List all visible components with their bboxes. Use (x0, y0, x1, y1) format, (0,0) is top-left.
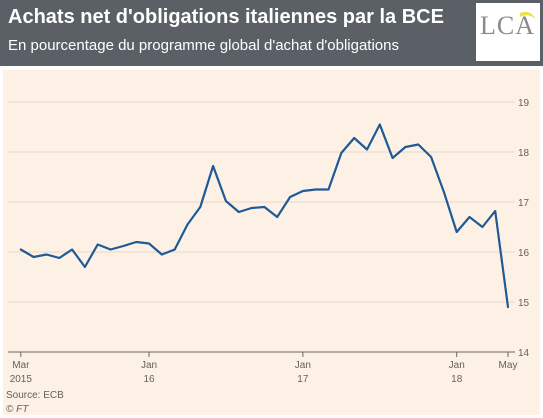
x-tick-sublabel: 2015 (10, 374, 33, 385)
x-tick-label: Jan (141, 360, 157, 371)
y-tick-label: 14 (518, 348, 530, 359)
chart-title: Achats net d'obligations italiennes par … (8, 6, 444, 28)
x-tick-label: Jan (449, 360, 465, 371)
series-group (19, 123, 510, 309)
x-tick-sublabel: 18 (451, 374, 463, 385)
y-tick-label: 18 (518, 148, 530, 159)
y-tick-label: 16 (518, 248, 530, 259)
y-tick-label: 19 (518, 98, 530, 109)
y-tick-label: 17 (518, 198, 530, 209)
x-tick-sublabel: 16 (143, 374, 155, 385)
logo-swoosh-icon (520, 11, 536, 19)
lca-logo-text: LCA (480, 11, 535, 40)
y-axis-ticks: 14 15 16 17 18 19 (518, 98, 530, 359)
x-tick-sublabel: 17 (297, 374, 309, 385)
x-tick-label: Mar (12, 360, 30, 371)
chart-header: Achats net d'obligations italiennes par … (0, 0, 543, 66)
grid-lines (8, 101, 515, 303)
credit-note: © FT (6, 404, 29, 415)
y-tick-label: 15 (518, 298, 530, 309)
chart-subtitle: En pourcentage du programme global d'ach… (8, 37, 399, 54)
lca-logo: LCA (476, 3, 540, 61)
x-tick-label: May (499, 360, 518, 371)
series-line (19, 123, 510, 309)
x-axis-ticks: Mar 2015 Jan 16 Jan 17 Jan 18 May (10, 352, 518, 385)
source-note: Source: ECB (6, 390, 64, 401)
plot-area (3, 70, 540, 415)
x-tick-label: Jan (295, 360, 311, 371)
